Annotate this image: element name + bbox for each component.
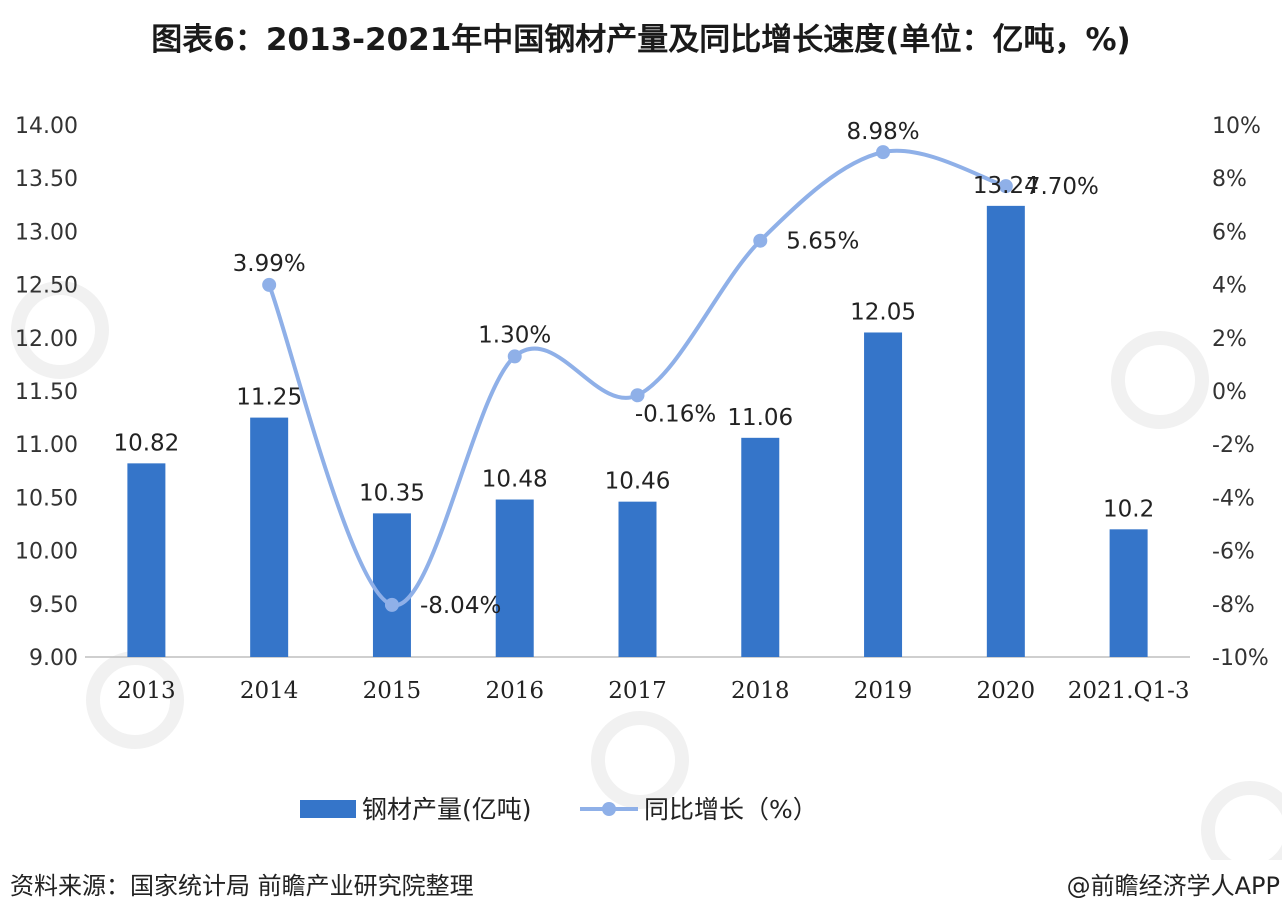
growth-value-label: -0.16% <box>635 401 716 427</box>
bar <box>864 332 903 657</box>
y-right-tick-label: 0% <box>1212 380 1247 405</box>
bar <box>1109 529 1148 657</box>
y-right-tick-label: 10% <box>1212 114 1261 139</box>
y-left-tick-label: 13.00 <box>15 220 78 245</box>
y-left-tick-label: 9.50 <box>29 593 78 618</box>
credit-note: @前瞻经济学人APP <box>1066 872 1280 900</box>
watermark-mark <box>86 651 184 749</box>
legend-line-label: 同比增长（%） <box>644 795 818 824</box>
growth-point <box>753 233 768 248</box>
bar-value-label: 11.06 <box>727 405 793 431</box>
watermark-layer <box>11 281 1282 860</box>
bar <box>741 437 780 657</box>
growth-value-label: -8.04% <box>420 593 501 619</box>
y-right-tick-label: -6% <box>1212 540 1255 565</box>
growth-value-label: 1.30% <box>478 322 551 348</box>
growth-value-label: 3.99% <box>233 251 306 277</box>
watermark-mark <box>1111 331 1209 429</box>
y-right-tick-label: -10% <box>1212 646 1269 671</box>
bar-value-label: 10.46 <box>605 469 671 495</box>
y-right-tick-label: 6% <box>1212 220 1247 245</box>
x-tick-label: 2015 <box>363 678 422 704</box>
bar-value-label: 13.24 <box>973 173 1039 199</box>
y-left-tick-label: 10.00 <box>15 540 78 565</box>
x-tick-label: 2021.Q1-3 <box>1068 678 1190 704</box>
watermark-mark <box>591 711 689 809</box>
growth-value-label: 7.70% <box>1026 174 1099 200</box>
bar-value-label: 11.25 <box>236 385 302 411</box>
x-tick-label: 2017 <box>608 678 667 704</box>
growth-value-label: 8.98% <box>847 119 920 145</box>
bar <box>618 501 657 657</box>
growth-line <box>267 148 1007 607</box>
bar <box>495 499 534 657</box>
y-left-tick-label: 12.00 <box>15 327 78 352</box>
chart-area: 14.00 13.50 13.00 12.50 12.00 11.50 11.00 10.50… <box>11 114 1282 860</box>
bar-value-label: 12.05 <box>850 299 916 325</box>
x-tick-label: 2020 <box>977 678 1036 704</box>
bar-value-label: 10.35 <box>359 480 425 506</box>
y-left-tick-label: 11.50 <box>15 380 78 405</box>
x-tick-label: 2018 <box>731 678 790 704</box>
legend-bar-label: 钢材产量(亿吨) <box>362 795 532 824</box>
bar-value-label: 10.48 <box>482 467 548 493</box>
y-left-tick-label: 10.50 <box>15 486 78 511</box>
growth-point <box>262 277 277 292</box>
growth-point <box>998 179 1013 194</box>
growth-value-label: 5.65% <box>786 229 859 255</box>
y-left-tick-label: 13.50 <box>15 167 78 192</box>
bar <box>250 417 289 657</box>
growth-point <box>630 388 645 403</box>
legend-bar-swatch <box>300 800 356 818</box>
x-tick-label: 2014 <box>240 678 299 704</box>
bar-value-label: 10.82 <box>113 430 179 456</box>
y-right-tick-label: 4% <box>1212 274 1247 299</box>
bar <box>372 513 411 657</box>
watermark-mark <box>1201 781 1282 860</box>
legend-line-marker <box>602 802 616 816</box>
y-left-tick-label: 14.00 <box>15 114 78 139</box>
bar <box>127 463 166 657</box>
y-right-tick-label: -4% <box>1212 486 1255 511</box>
y-right-tick-label: -8% <box>1212 593 1255 618</box>
y-right-tick-label: 8% <box>1212 167 1247 192</box>
growth-point <box>876 145 891 160</box>
watermark-mark <box>11 281 109 379</box>
chart-title: 图表6：2013-2021年中国钢材产量及同比增长速度(单位：亿吨，%) <box>151 22 1131 58</box>
y-left-tick-label: 11.00 <box>15 433 78 458</box>
source-note: 资料来源：国家统计局 前瞻产业研究院整理 <box>10 872 474 900</box>
bar <box>986 205 1025 657</box>
y-left-tick-label: 12.50 <box>15 274 78 299</box>
growth-point <box>507 349 522 364</box>
y-right-tick-label: -2% <box>1212 433 1255 458</box>
x-tick-label: 2016 <box>485 678 544 704</box>
bar-value-label: 10.2 <box>1103 496 1154 522</box>
growth-point <box>384 597 399 612</box>
y-left-tick-label: 9.00 <box>29 646 78 671</box>
y-right-tick-label: 2% <box>1212 327 1247 352</box>
x-tick-label: 2013 <box>117 678 176 704</box>
x-tick-label: 2019 <box>854 678 913 704</box>
